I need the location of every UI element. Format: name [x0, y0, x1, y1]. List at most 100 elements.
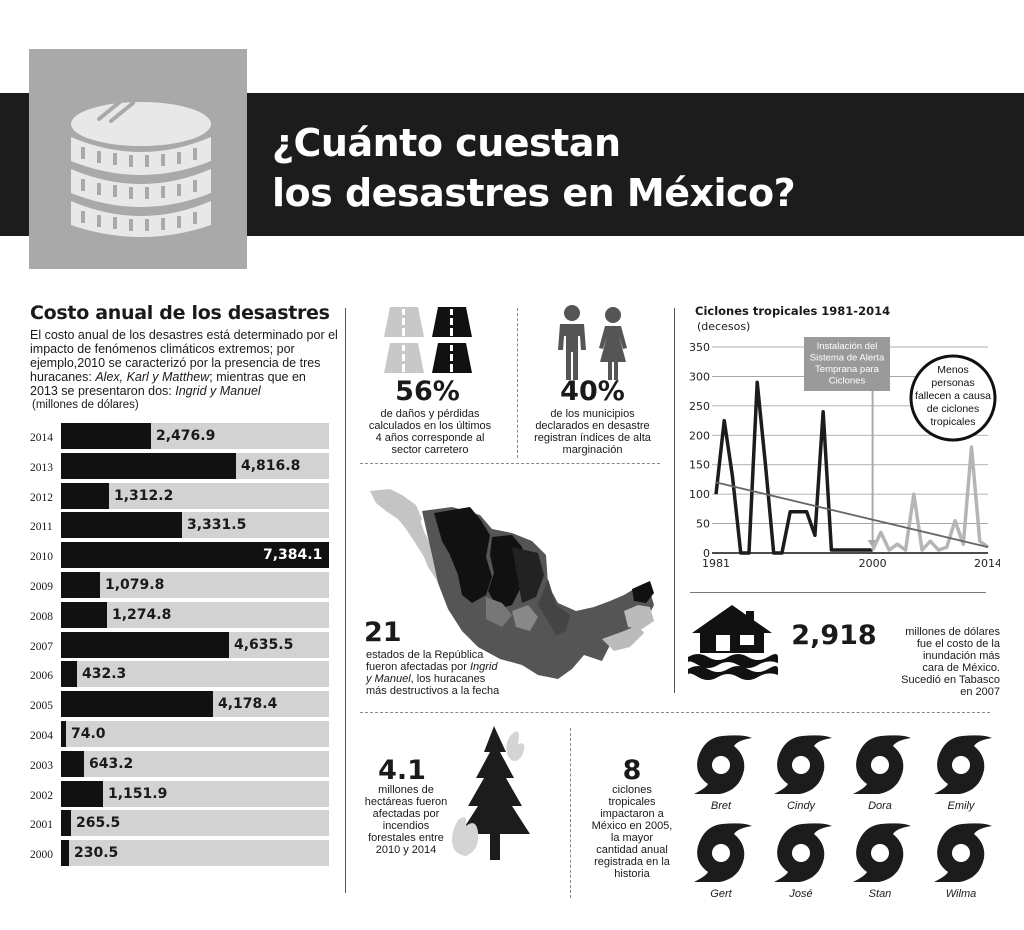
text-line: incendios [382, 820, 430, 832]
hurricane-name: Cindy [786, 800, 816, 812]
bar-year-label: 2011 [30, 521, 53, 533]
series-line [714, 380, 873, 555]
page-title: ¿Cuánto cuestan los desastres en México? [272, 118, 796, 218]
text-line: 4 años corresponde al [375, 432, 485, 444]
hurricane-name: Wilma [945, 888, 977, 900]
text-line: inundación más [922, 650, 1000, 662]
text-line: historia [614, 868, 650, 880]
text-line: en 2007 [960, 686, 1000, 698]
text-line: fue el costo de la [916, 638, 1000, 650]
desc-text: 2013 se presentaron dos: [30, 384, 176, 398]
hurricane-icon [768, 820, 834, 890]
municipios-stat-value: 40% [560, 376, 625, 407]
map-stat-value: 21 [364, 617, 402, 648]
bar-value-label: 1,274.8 [112, 607, 172, 623]
bar-year-label: 2004 [30, 730, 53, 742]
annotation-text: fallecen a causa [915, 390, 991, 402]
bar-value-label: 1,079.8 [105, 577, 165, 593]
annotation-text: personas [931, 377, 974, 389]
bar-value-label: 2,476.9 [156, 428, 216, 444]
hurricane-name: Bret [710, 800, 732, 812]
bar-value-label: 230.5 [74, 845, 119, 861]
trend-line [715, 481, 989, 548]
hurricane-name: Gert [710, 888, 732, 900]
text-line: millones de [378, 784, 434, 796]
annotation-text: tropicales [931, 416, 976, 428]
text-line: tropicales [608, 796, 656, 808]
desc-text: ; mientras que en [209, 370, 306, 384]
text-line: impactaron a [600, 808, 664, 820]
bar [61, 423, 151, 449]
y-tick-label: 150 [689, 459, 710, 472]
bar [61, 751, 84, 777]
bar [61, 602, 107, 628]
bar-year-label: 2010 [30, 551, 53, 563]
text-line: estados de la República [366, 649, 484, 661]
desc-line: El costo anual de los desastres está det… [30, 328, 338, 342]
hurricane-name: José [789, 888, 813, 900]
hurricane-icon [688, 732, 754, 802]
bar [61, 721, 66, 747]
dotted-divider [360, 712, 990, 713]
bar-value-label: 1,151.9 [108, 786, 168, 802]
bar-value-label: 4,816.8 [241, 458, 301, 474]
text-line: de daños y pérdidas [380, 408, 480, 420]
bar-value-label: 4,178.4 [218, 696, 278, 712]
dotted-divider [517, 308, 518, 458]
annotation-box [804, 337, 890, 391]
bar [61, 691, 213, 717]
hurricane-icon [928, 732, 994, 802]
bar-value-label: 1,312.2 [114, 488, 174, 504]
bar-value-label: 4,635.5 [234, 637, 294, 653]
hurricane-name: Emily [947, 800, 975, 812]
text-line: México en 2005, [591, 820, 673, 832]
dotted-divider [360, 463, 660, 464]
bar-track [61, 751, 329, 777]
bar [61, 781, 103, 807]
bar-year-label: 2009 [30, 581, 53, 593]
road-icons [382, 305, 474, 379]
bar-year-label: 2005 [30, 700, 53, 712]
cyclone-line-chart: 0 50 100 150 200 250 300 350 1981 2000 2014 Instala… [689, 337, 1000, 570]
text-line: millones de dólares [905, 626, 1000, 638]
bar [61, 632, 229, 658]
text-part-italic: Ingrid [469, 661, 498, 673]
fires-stat-text: millones de hectáreas fueron afectadas p… [350, 784, 462, 856]
title-line-1: ¿Cuánto cuestan [272, 121, 621, 165]
divider [690, 592, 986, 593]
bar [61, 542, 329, 568]
text-line: cantidad anual [596, 844, 668, 856]
y-tick-label: 100 [689, 488, 710, 501]
hurricane-icon [847, 732, 913, 802]
annotation-text: Ciclones [829, 376, 866, 387]
desc-line: 2013 se presentaron dos: Ingrid y Manuel [30, 384, 350, 398]
bar-year-label: 2008 [30, 611, 53, 623]
bar-track [61, 721, 329, 747]
flood-stat-text: millones de dólares fue el costo de la i… [880, 626, 1000, 698]
y-tick-label: 200 [689, 429, 710, 442]
cyclone-chart-ylabel: (decesos) [697, 320, 751, 333]
bar-year-label: 2014 [30, 432, 53, 444]
roads-stat-value: 56% [395, 376, 460, 407]
divider [345, 308, 346, 893]
text-line: cara de México. [922, 662, 1000, 674]
bar-track [61, 661, 329, 687]
annotation-text: de ciclones [927, 403, 980, 415]
title-line-2: los desastres en México? [272, 171, 796, 215]
text-line: Sucedió en Tabasco [901, 674, 1000, 686]
text-line: afectadas por [372, 808, 440, 820]
text-line: la mayor [610, 832, 654, 844]
cyclones-stat-text: ciclones tropicales impactaron a México … [582, 784, 682, 880]
bar-year-label: 2003 [30, 760, 53, 772]
series-line [871, 445, 990, 552]
hurricane-icon [688, 820, 754, 890]
text-line: hectáreas fueron [364, 796, 448, 808]
bar [61, 661, 77, 687]
desc-line: ejemplo,2010 se caracterizó por la prese… [30, 356, 321, 370]
hurricane-name: Stan [868, 888, 892, 900]
hurricane-icon [928, 820, 994, 890]
costs-title: Costo anual de los desastres [30, 302, 330, 324]
coins-icon [29, 49, 247, 269]
annotation-text: Sistema de Alerta [810, 353, 885, 364]
annotation-circle [909, 354, 997, 442]
